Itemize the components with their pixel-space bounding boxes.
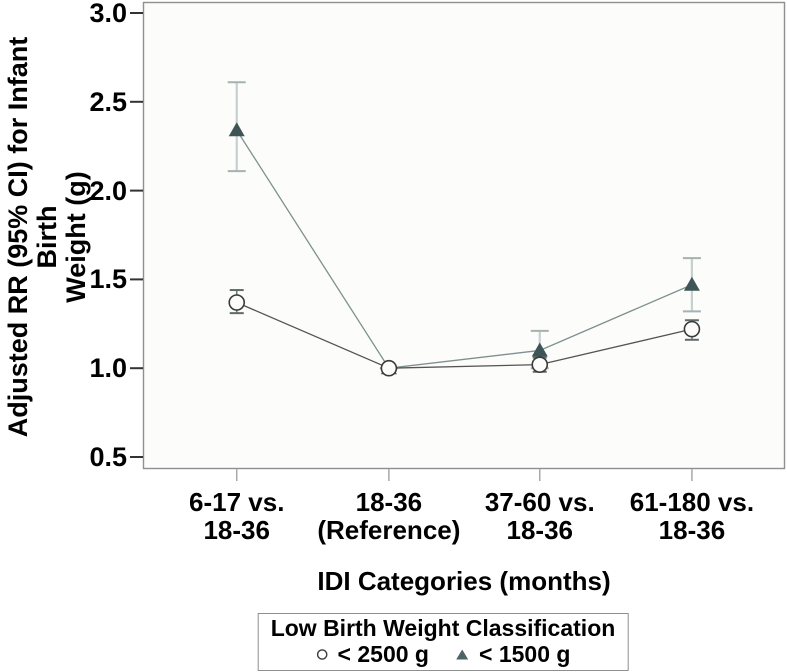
y-axis-title-line1: Adjusted RR (95% CI) for Infant Birth bbox=[3, 36, 62, 438]
series-line bbox=[236, 129, 693, 369]
x-tick-label-line1: 37-60 vs. bbox=[484, 487, 595, 517]
y-tick-label: 3.0 bbox=[89, 0, 127, 28]
legend-items: < 2500 g < 1500 g bbox=[271, 641, 616, 667]
x-tick-label: 18-36 (Reference) bbox=[294, 488, 484, 544]
x-tick-label-line1: 6-17 vs. bbox=[189, 487, 285, 517]
legend-item-label: < 1500 g bbox=[478, 641, 571, 667]
open-circle-icon bbox=[316, 648, 328, 660]
x-tick-label: 37-60 vs. 18-36 bbox=[445, 488, 635, 544]
data-point-marker bbox=[531, 356, 549, 373]
data-point-marker bbox=[531, 342, 548, 357]
y-tick-label: 1.0 bbox=[89, 353, 127, 384]
data-point-marker bbox=[683, 276, 700, 291]
data-point-marker bbox=[228, 294, 246, 311]
legend-item-lt1500: < 1500 g bbox=[455, 641, 570, 667]
y-tick-label: 0.5 bbox=[89, 442, 127, 472]
x-axis-title: IDI Categories (months) bbox=[317, 566, 611, 596]
y-axis-title-line2: Weight (g) bbox=[61, 171, 91, 303]
filled-triangle-icon bbox=[456, 649, 469, 659]
x-tick-label: 61-180 vs. 18-36 bbox=[597, 488, 787, 544]
x-tick-label-line1: 18-36 bbox=[355, 487, 423, 517]
legend-item-label: < 2500 g bbox=[337, 641, 429, 667]
legend: Low Birth Weight Classification < 2500 g… bbox=[257, 613, 629, 671]
legend-title: Low Birth Weight Classification bbox=[270, 615, 616, 641]
x-tick-label-line2: 18-36 bbox=[658, 515, 726, 545]
y-tick-label: 2.5 bbox=[89, 86, 127, 117]
series-line bbox=[236, 301, 693, 369]
y-tick-label: 1.5 bbox=[89, 264, 127, 295]
data-point-marker bbox=[228, 122, 245, 137]
y-axis-title: Adjusted RR (95% CI) for Infant Birth We… bbox=[3, 2, 91, 472]
x-tick-label-line2: 18-36 bbox=[203, 515, 270, 545]
y-tick-label: 2.0 bbox=[89, 175, 127, 206]
x-tick-label: 6-17 vs. 18-36 bbox=[142, 488, 332, 544]
data-point-marker bbox=[380, 359, 398, 377]
data-point-marker bbox=[683, 320, 701, 338]
x-tick-label-line2: 18-36 bbox=[506, 515, 574, 545]
legend-item-lt2500: < 2500 g bbox=[316, 641, 429, 667]
x-tick-label-line2: (Reference) bbox=[317, 515, 461, 545]
plot-area bbox=[142, 1, 786, 470]
x-tick-label-line1: 61-180 vs. bbox=[629, 487, 755, 517]
